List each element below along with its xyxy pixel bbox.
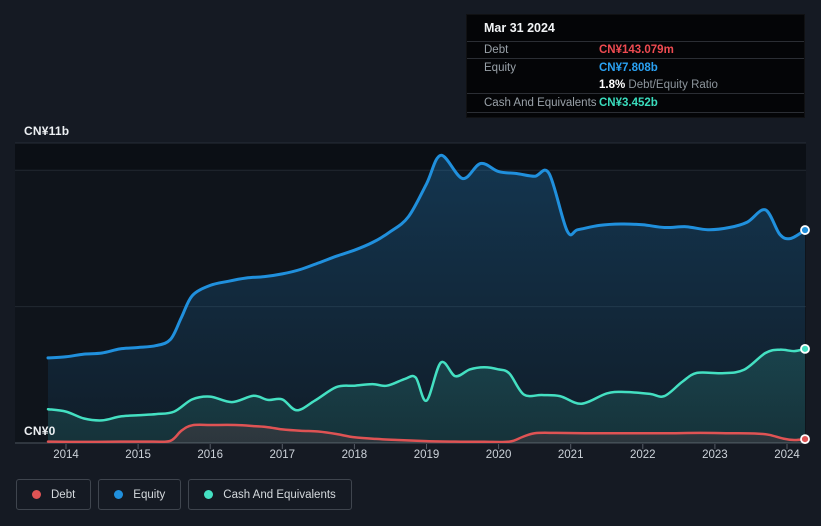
debt-line <box>46 423 806 443</box>
legend-equity-label: Equity <box>133 488 166 501</box>
x-axis-label: 2019 <box>413 449 440 461</box>
x-axis-label: 2014 <box>53 449 79 461</box>
tooltip: Mar 31 2024 Debt CN¥143.079m Equity CN¥7… <box>466 14 805 118</box>
x-axis-label: 2018 <box>341 449 368 461</box>
tooltip-debt-label: Debt <box>484 44 509 56</box>
tooltip-cash-value: CN¥3.452b <box>599 97 658 109</box>
plot-top-band <box>15 143 806 171</box>
tooltip-cash-row: Cash And Equivalents CN¥3.452b <box>467 94 804 113</box>
debt-end-dot <box>800 434 810 445</box>
cash-dot-icon <box>204 490 214 499</box>
equity-line <box>46 153 806 360</box>
legend-item-cash[interactable]: Cash And Equivalents <box>188 479 352 510</box>
legend-item-equity[interactable]: Equity <box>98 479 182 510</box>
legend-item-debt[interactable]: Debt <box>16 479 92 510</box>
equity-dot-icon <box>114 490 124 499</box>
x-axis-label: 2017 <box>269 449 296 461</box>
x-axis-label: 2023 <box>702 449 728 461</box>
tooltip-date: Mar 31 2024 <box>467 15 804 42</box>
cash-and-equivalents-line <box>46 347 806 422</box>
debt-dot-icon <box>32 490 41 499</box>
y-axis-max-label: CN¥11b <box>24 124 70 138</box>
tooltip-equity-row: Equity CN¥7.808b <box>467 59 804 76</box>
tooltip-ratio-row: 1.8% Debt/Equity Ratio <box>467 76 804 94</box>
x-axis-label: 2021 <box>557 449 584 461</box>
tooltip-ratio-label: Debt/Equity Ratio <box>628 78 718 91</box>
tooltip-cash-label: Cash And Equivalents <box>484 97 597 109</box>
x-axis-label: 2016 <box>197 449 223 461</box>
tooltip-equity-label: Equity <box>484 61 516 74</box>
cash-and-equivalents-area <box>48 348 805 443</box>
tooltip-equity-value: CN¥7.808b <box>599 61 658 74</box>
equity-area <box>48 155 805 443</box>
x-axis-label: 2015 <box>125 449 151 461</box>
x-axis-label: 2022 <box>630 449 656 461</box>
x-axis-label: 2020 <box>485 449 512 461</box>
equity-end-dot <box>800 225 810 235</box>
cash-and-equivalents-end-dot <box>800 343 810 354</box>
debt-area <box>48 424 805 443</box>
legend-cash-label: Cash And Equivalents <box>223 488 336 501</box>
y-axis-zero-label: CN¥0 <box>24 424 56 438</box>
chart-legend: Debt Equity Cash And Equivalents <box>16 479 352 510</box>
tooltip-ratio-value: 1.8% <box>599 78 626 91</box>
tooltip-debt-value: CN¥143.079m <box>599 44 674 56</box>
x-axis-label: 2024 <box>774 449 800 461</box>
tooltip-debt-row: Debt CN¥143.079m <box>467 42 804 59</box>
legend-debt-label: Debt <box>51 488 76 501</box>
